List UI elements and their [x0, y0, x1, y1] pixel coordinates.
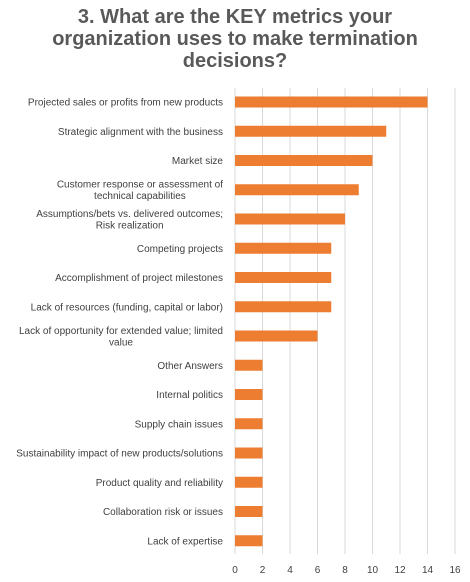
bar — [235, 125, 387, 137]
category-label: Sustainability impact of new products/so… — [16, 449, 223, 460]
category-labels: Projected sales or profits from new prod… — [16, 98, 223, 548]
category-label: Assumptions/bets vs. delivered outcomes;… — [36, 209, 223, 232]
category-label: Internal politics — [156, 390, 223, 401]
x-tick-label: 8 — [342, 565, 348, 576]
x-tick-label: 2 — [260, 565, 266, 576]
bars — [235, 96, 428, 547]
category-label: Accomplishment of project milestones — [55, 273, 223, 284]
bar — [235, 330, 318, 342]
x-tick-label: 10 — [367, 565, 379, 576]
chart-title-line-2: organization uses to make termination — [52, 28, 418, 50]
bar — [235, 272, 332, 283]
category-label: Strategic alignment with the business — [58, 127, 223, 138]
x-tick-label: 6 — [315, 565, 321, 576]
x-tick-label: 12 — [394, 565, 406, 576]
chart-title-line-1: 3. What are the KEY metrics your — [77, 6, 393, 28]
x-tick-label: 0 — [232, 565, 238, 576]
bar — [235, 155, 373, 166]
category-label: Competing projects — [137, 244, 223, 255]
bar — [235, 389, 263, 400]
category-label: Lack of resources (funding, capital or l… — [31, 302, 223, 313]
category-label: Customer response or assessment of techni… — [57, 180, 223, 203]
chart-title: 3. What are the KEY metrics your organiz… — [0, 6, 470, 72]
category-label: Market size — [172, 156, 224, 167]
category-label: Product quality and reliability — [96, 478, 223, 489]
chart-title-line-3: decisions? — [182, 50, 288, 72]
category-label: Supply chain issues — [135, 419, 223, 430]
x-tick-labels: 0 2 4 6 8 10 12 14 16 — [232, 565, 461, 576]
category-label: Collaboration risk or issues — [103, 507, 223, 518]
bar — [235, 418, 263, 430]
category-label: Other Answers — [157, 361, 223, 372]
bar — [235, 242, 332, 254]
bar — [235, 476, 263, 488]
x-tick-label: 4 — [287, 565, 293, 576]
bar — [235, 96, 428, 108]
x-tick-label: 14 — [422, 565, 434, 576]
bar — [235, 359, 263, 371]
bar — [235, 301, 332, 313]
bar — [235, 184, 359, 196]
category-label: Lack of opportunity for extended value; … — [19, 326, 223, 349]
bar — [235, 506, 263, 517]
bar — [235, 535, 263, 547]
bar — [235, 213, 345, 225]
category-label: Projected sales or profits from new prod… — [28, 98, 223, 109]
bar — [235, 447, 263, 459]
x-tick-label: 16 — [449, 565, 461, 576]
category-label: Lack of expertise — [147, 536, 223, 547]
